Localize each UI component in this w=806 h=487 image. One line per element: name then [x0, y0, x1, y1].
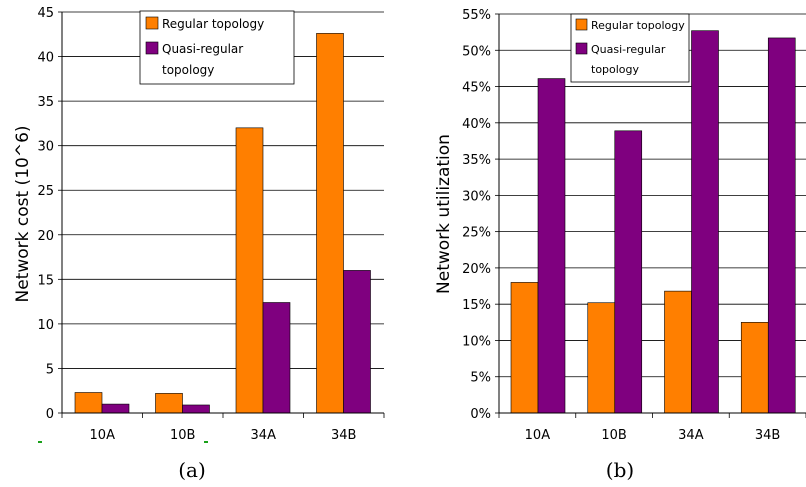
y-tick-label: 25 [37, 184, 54, 199]
bar-quasi-10a [537, 78, 566, 414]
y-tick-label: 30% [462, 189, 491, 204]
y-tick-label: 15 [37, 273, 54, 288]
legend-label-quasi-line: Quasi-regular [162, 42, 243, 56]
bar-quasi-10a [101, 403, 130, 414]
y-tick-label: 0 [46, 407, 54, 422]
legend-label-quasi: Quasi-regular topology [591, 43, 669, 76]
legend-label-regular: Regular topology [591, 19, 685, 32]
x-tick-label: 10A [525, 428, 551, 443]
stray-mark [204, 441, 208, 443]
y-tick-labels: 0 5 10 15 20 25 30 35 40 45 [37, 6, 54, 422]
bar-regular-10b [587, 302, 616, 414]
bars [74, 33, 371, 414]
x-tick-label: 10B [170, 428, 195, 443]
x-tick-label: 10A [90, 428, 116, 443]
y-tick-label: 30 [37, 140, 54, 155]
bar-quasi-10b [614, 130, 643, 414]
x-tick-label: 34B [331, 428, 356, 443]
legend-swatch-quasi [145, 41, 159, 55]
legend-label-quasi-line: topology [591, 63, 640, 76]
bar-quasi-10b [182, 404, 210, 414]
legend-label-quasi: Quasi-regular topology [162, 42, 247, 77]
legend-label-quasi-line: topology [162, 63, 214, 77]
caption-b: (b) [606, 458, 634, 482]
x-tick-label: 10B [601, 428, 626, 443]
legend-label-quasi-line: Quasi-regular [591, 43, 666, 56]
y-tick-label: 40% [462, 117, 491, 132]
y-tick-label: 5% [470, 371, 491, 386]
axes [495, 13, 806, 418]
bar-regular-34a [235, 127, 264, 414]
bar-regular-34b [316, 33, 344, 414]
y-tick-label: 0% [470, 407, 491, 422]
chart-network-utilization: 0%5%10%15%20%25%30%35%40%45%50%55% 10A 10… [434, 8, 806, 482]
y-tick-label: 55% [462, 8, 491, 23]
chart-network-cost: 0 5 10 15 20 25 30 35 40 45 10A 10B 34A 34B Network … [13, 6, 385, 482]
bar-regular-34b [740, 322, 769, 414]
y-tick-labels: 0% 5% 10% 15% 20% 25% 30% 35% 40% 45% 50% 55% [462, 8, 491, 422]
y-tick-label: 45% [462, 81, 491, 96]
legend: Regular topology Quasi-regular topology [570, 13, 690, 83]
y-tick-label: 35% [462, 153, 491, 168]
x-tick-label: 34A [251, 428, 277, 443]
y-tick-label: 50% [462, 44, 491, 59]
stray-mark [38, 441, 42, 443]
bars [510, 30, 796, 414]
legend-label-regular: Regular topology [162, 17, 264, 31]
y-tick-label: 25% [462, 226, 491, 241]
x-tick-labels: 10A 10B 34A 34B [90, 428, 357, 443]
legend: Regular topology Quasi-regular topology [139, 10, 295, 85]
legend-box [139, 10, 295, 85]
axes [58, 11, 385, 418]
bar-quasi-34b [767, 37, 796, 414]
y-tick-label: 10% [462, 334, 491, 349]
legend-swatch-quasi [575, 42, 588, 55]
y-tick-label: 10 [37, 318, 54, 333]
caption-a: (a) [178, 458, 206, 482]
legend-swatch-regular [145, 16, 159, 30]
legend-box [570, 13, 690, 83]
bar-quasi-34a [262, 302, 291, 414]
y-tick-label: 5 [46, 362, 54, 377]
y-tick-label: 20 [37, 229, 54, 244]
y-tick-label: 20% [462, 262, 491, 277]
y-tick-label: 35 [37, 95, 54, 110]
x-tick-label: 34B [755, 428, 780, 443]
y-axis-label: Network utilization [434, 134, 454, 294]
bar-regular-10a [74, 392, 103, 414]
y-tick-label: 40 [37, 51, 54, 66]
bar-regular-34a [664, 290, 692, 414]
bar-regular-10b [155, 393, 183, 414]
y-tick-label: 45 [37, 6, 54, 21]
bar-quasi-34a [691, 30, 719, 414]
y-tick-label: 15% [462, 298, 491, 313]
y-axis-label: Network cost (10^6) [13, 125, 33, 302]
x-tick-labels: 10A 10B 34A 34B [525, 428, 781, 443]
bar-regular-10a [510, 282, 539, 414]
bar-quasi-34b [343, 270, 371, 414]
x-tick-label: 34A [678, 428, 704, 443]
legend-swatch-regular [575, 18, 588, 31]
